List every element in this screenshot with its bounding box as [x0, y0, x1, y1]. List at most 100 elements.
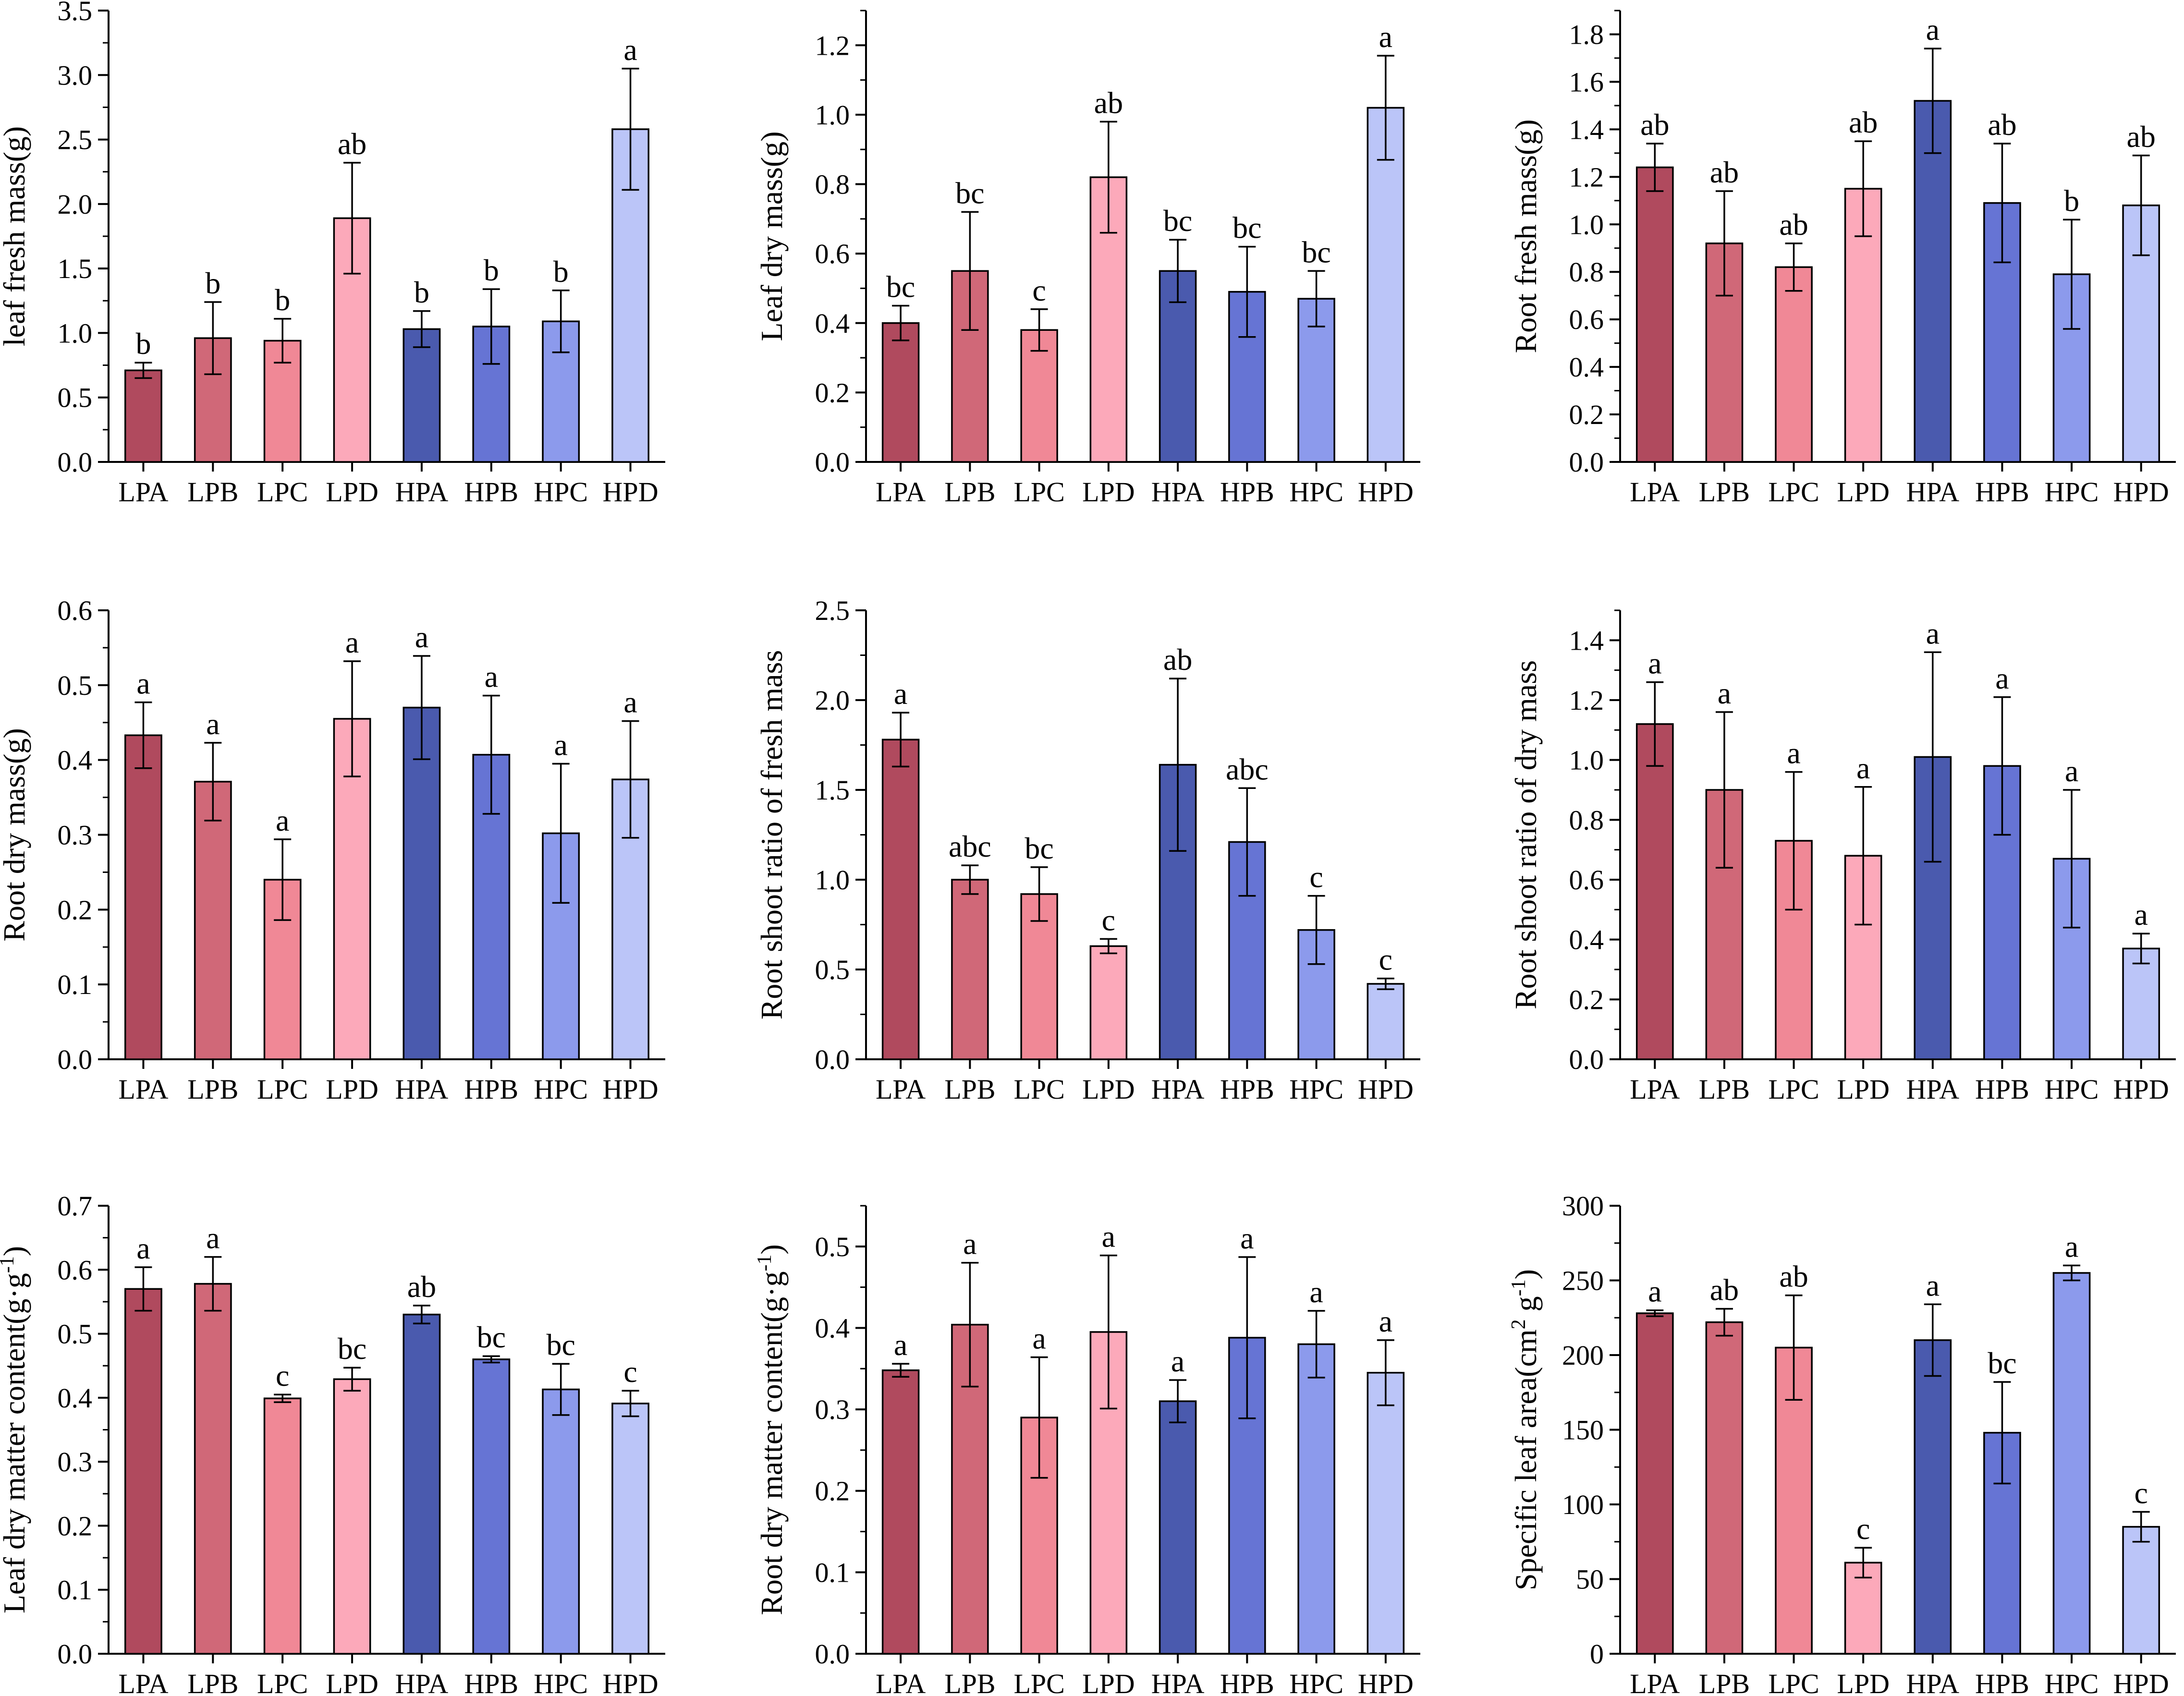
bar-lpa — [881, 322, 920, 463]
significance-letter: a — [345, 625, 359, 659]
significance-letter: a — [276, 803, 289, 837]
y-tick-label: 0.1 — [815, 1557, 850, 1588]
significance-letter: a — [136, 666, 150, 701]
y-tick-label: 0.5 — [815, 1231, 850, 1262]
y-tick-label: 1.0 — [815, 99, 850, 131]
x-tick-label: LPB — [1699, 1668, 1750, 1696]
y-axis-label: Leaf dry matter content(g·g-1) — [0, 1246, 31, 1613]
significance-letter: a — [1648, 1274, 1661, 1308]
y-tick-label: 0.4 — [1569, 351, 1604, 383]
significance-letter: a — [623, 685, 637, 719]
significance-letter: a — [2065, 1229, 2078, 1263]
significance-letter: ab — [1710, 155, 1739, 189]
y-tick-label: 2.0 — [815, 685, 850, 716]
significance-letter: a — [206, 1221, 220, 1255]
bar-hpc — [2052, 1272, 2091, 1655]
y-tick-label: 0.5 — [58, 1319, 93, 1350]
significance-letter: bc — [1025, 831, 1053, 865]
y-tick-label: 300 — [1562, 1190, 1604, 1222]
significance-letter: a — [1379, 20, 1392, 54]
bar-lpd — [1089, 945, 1128, 1060]
y-tick-label: 0.2 — [58, 894, 93, 925]
x-tick-label: HPB — [1975, 1074, 2029, 1105]
chart-panel-7: 0.0 0.1 0.2 0.3 0.4 0.5 0.6 0.7 Leaf dry matter … — [0, 1190, 665, 1696]
y-axis-label: Root dry matter content(g·g-1) — [754, 1244, 789, 1615]
x-tick-label: LPA — [1630, 1074, 1680, 1105]
significance-letter: ab — [2126, 120, 2155, 154]
y-tick-label: 1.0 — [1569, 745, 1604, 776]
significance-letter: a — [623, 33, 637, 67]
bar-hpa — [1914, 1339, 1952, 1655]
significance-letter: a — [1787, 736, 1800, 770]
significance-letter: c — [1032, 273, 1046, 307]
significance-letter: a — [963, 1227, 976, 1261]
chart-panel-4: 0.0 0.1 0.2 0.3 0.4 0.5 0.6 Root dry mass(g) a LP… — [0, 595, 665, 1105]
x-tick-label: HPB — [1975, 476, 2029, 508]
y-tick-label: 0.4 — [815, 308, 850, 339]
x-tick-label: HPA — [1151, 476, 1205, 508]
bar-lpc — [1775, 840, 1813, 1060]
significance-letter: bc — [1988, 1346, 2016, 1380]
bar-hpa — [403, 328, 441, 463]
significance-letter: bc — [546, 1328, 575, 1362]
y-tick-label: 0.0 — [815, 1044, 850, 1075]
significance-letter: a — [2065, 754, 2078, 788]
y-tick-label: 0.6 — [1569, 304, 1604, 335]
significance-letter: a — [485, 660, 498, 694]
x-tick-label: HPD — [2113, 1074, 2169, 1105]
y-tick-label: 3.5 — [58, 0, 93, 26]
x-tick-label: HPB — [464, 1074, 518, 1105]
significance-letter: a — [1995, 661, 2009, 695]
y-tick-label: 0.6 — [1569, 864, 1604, 896]
x-tick-label: HPB — [1220, 476, 1274, 508]
significance-letter: a — [1856, 751, 1870, 785]
x-tick-label: LPC — [1768, 1074, 1819, 1105]
y-tick-label: 0.0 — [58, 447, 93, 478]
bar-hpd — [2122, 947, 2160, 1060]
y-tick-label: 1.5 — [58, 253, 93, 284]
x-tick-label: LPB — [187, 1668, 238, 1696]
bar-hpa — [403, 1313, 441, 1655]
x-tick-label: LPC — [1013, 476, 1064, 508]
y-tick-label: 100 — [1562, 1489, 1604, 1520]
x-tick-label: LPD — [326, 1074, 378, 1105]
significance-letter: a — [894, 1328, 907, 1362]
significance-letter: a — [415, 620, 428, 654]
bar-lpb — [194, 1283, 232, 1655]
bar-hpd — [1367, 107, 1405, 463]
y-tick-label: 0 — [1590, 1638, 1604, 1670]
chart-panel-2: 0.0 0.2 0.4 0.6 0.8 1.0 1.2 Leaf dry mass(g) bc L… — [755, 10, 1420, 508]
significance-letter: ab — [1779, 1260, 1808, 1294]
x-tick-label: LPC — [1013, 1074, 1064, 1105]
significance-letter: b — [414, 275, 429, 309]
y-tick-label: 0.0 — [815, 1638, 850, 1670]
y-axis-label: Root shoot ratio of dry mass — [1509, 660, 1543, 1009]
x-tick-label: HPD — [2113, 1668, 2169, 1696]
y-axis-label: Root shoot ratio of fresh mass — [755, 650, 789, 1020]
chart-panel-3: 0.0 0.2 0.4 0.6 0.8 1.0 1.2 1.4 1.6 1.8 Root fresh… — [1509, 10, 2176, 508]
bar-lpb — [951, 879, 989, 1060]
significance-letter: ab — [1163, 642, 1192, 677]
chart-panel-6: 0.0 0.2 0.4 0.6 0.8 1.0 1.2 1.4 Root shoot ratio… — [1509, 609, 2176, 1105]
significance-letter: a — [1171, 1344, 1184, 1378]
x-tick-label: LPC — [1013, 1668, 1064, 1696]
significance-letter: a — [1379, 1304, 1392, 1338]
x-tick-label: LPA — [118, 1074, 168, 1105]
y-axis-label: Leaf dry mass(g) — [755, 131, 789, 341]
x-tick-label: HPA — [1906, 476, 1959, 508]
x-tick-label: HPC — [534, 1074, 588, 1105]
chart-panel-9: 0 50 100 150 200 250 300 Specific leaf area(cm2… — [1508, 1190, 2176, 1696]
y-tick-label: 0.0 — [1569, 447, 1604, 478]
x-tick-label: LPC — [1768, 476, 1819, 508]
significance-letter: bc — [477, 1320, 506, 1354]
x-tick-label: HPB — [1220, 1074, 1274, 1105]
significance-letter: ab — [1988, 108, 2016, 142]
y-tick-label: 0.3 — [815, 1394, 850, 1425]
significance-letter: a — [554, 727, 567, 762]
x-tick-label: LPB — [1699, 1074, 1750, 1105]
significance-letter: a — [1926, 1268, 1940, 1302]
y-tick-label: 2.5 — [58, 124, 93, 156]
y-tick-label: 0.3 — [58, 820, 93, 851]
y-tick-label: 1.6 — [1569, 66, 1604, 97]
x-tick-label: LPD — [326, 476, 378, 508]
